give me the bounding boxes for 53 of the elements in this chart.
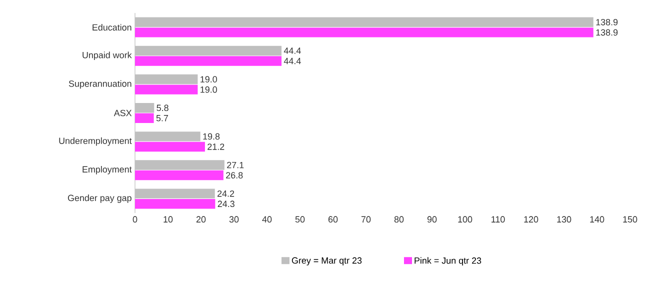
x-tick-label: 80 <box>394 216 404 223</box>
bar <box>135 84 198 94</box>
x-tick-label: 60 <box>328 216 338 223</box>
data-label: 44.4 <box>284 58 301 64</box>
bar <box>135 132 200 142</box>
x-tick-label: 10 <box>164 216 173 223</box>
x-tick-label: 110 <box>492 216 505 223</box>
bar <box>135 160 224 170</box>
y-tick-label: Employment <box>82 166 132 174</box>
x-tick-label: 30 <box>229 216 239 223</box>
bar <box>135 46 282 56</box>
legend-label: Pink = Jun qtr 23 <box>414 257 482 266</box>
x-tick-label: 140 <box>590 216 604 223</box>
x-tick-label: 70 <box>361 216 371 223</box>
data-label: 138.9 <box>596 18 618 26</box>
data-label: 138.9 <box>596 29 618 36</box>
x-tick-label: 130 <box>557 216 572 223</box>
x-tick-label: 120 <box>524 216 538 223</box>
bar <box>135 17 594 28</box>
data-label: 5.7 <box>156 115 168 122</box>
data-label: 26.8 <box>226 172 243 178</box>
x-tick-label: 0 <box>132 216 138 223</box>
bar <box>135 28 594 38</box>
bar <box>135 170 224 180</box>
data-label: 19.0 <box>200 76 218 82</box>
bar <box>135 199 216 209</box>
y-tick-label: Education <box>92 24 132 31</box>
y-tick-label: Gender pay gap <box>68 194 132 203</box>
data-label: 21.2 <box>208 144 224 150</box>
data-label: 27.1 <box>227 162 244 168</box>
data-label: 44.4 <box>284 48 301 54</box>
bar <box>135 113 154 124</box>
data-label: 19.8 <box>203 133 220 140</box>
bar <box>135 188 215 198</box>
x-tick-label: 40 <box>262 216 272 223</box>
data-label: 19.0 <box>200 86 218 93</box>
y-tick-label: Underemployment <box>59 137 132 146</box>
y-tick-label: ASX <box>114 110 132 116</box>
bar <box>135 103 154 113</box>
data-label: 24.2 <box>218 190 234 197</box>
x-tick-label: 50 <box>295 216 305 223</box>
x-tick-label: 20 <box>196 216 206 223</box>
y-tick-label: Superannuation <box>68 80 132 89</box>
data-label: 24.3 <box>218 200 234 208</box>
legend-label: Grey = Mar qtr 23 <box>292 257 362 266</box>
data-label: 5.8 <box>156 104 168 112</box>
x-tick-label: 100 <box>458 216 472 223</box>
x-tick-label: 90 <box>427 216 437 223</box>
x-tick-label: 150 <box>623 216 638 223</box>
y-tick-label: Unpaid work <box>82 52 132 60</box>
bar <box>135 74 198 84</box>
bar <box>135 142 205 152</box>
bar <box>135 56 282 66</box>
